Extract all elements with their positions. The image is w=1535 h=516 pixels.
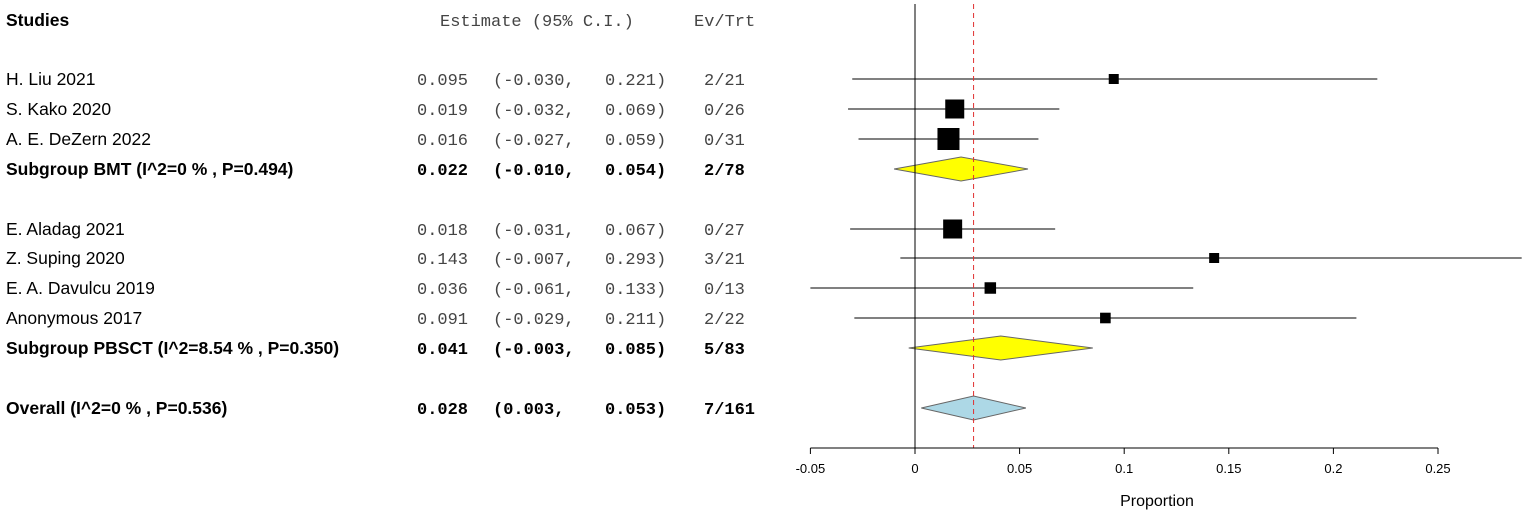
row-label: E. A. Davulcu 2019 — [6, 278, 155, 298]
row-events: 0/13 — [704, 281, 745, 300]
subgroup-diamond — [908, 335, 1093, 361]
header-studies: Studies — [6, 10, 69, 30]
point-estimate — [943, 219, 963, 239]
x-tick-label: 0.25 — [1425, 461, 1450, 476]
x-tick-label: 0.1 — [1115, 461, 1133, 476]
x-axis-title: Proportion — [1120, 493, 1194, 510]
row-events: 2/22 — [704, 311, 745, 330]
x-tick-label: 0.05 — [1007, 461, 1032, 476]
overall-diamond — [921, 395, 1026, 421]
row-estimate: 0.019 (-0.032, 0.069) — [417, 102, 666, 121]
row-events: 0/27 — [704, 222, 745, 241]
point-estimate — [984, 282, 997, 294]
row-estimate: 0.091 (-0.029, 0.211) — [417, 311, 666, 330]
x-tick-label: 0.15 — [1216, 461, 1241, 476]
header-estimate: Estimate (95% C.I.) — [440, 13, 634, 32]
subgroup-diamond — [893, 156, 1029, 182]
row-label: Overall (I^2=0 % , P=0.536) — [6, 398, 227, 418]
point-estimate — [1209, 253, 1220, 263]
row-label: S. Kako 2020 — [6, 99, 111, 119]
row-events: 2/21 — [704, 72, 745, 91]
row-label: Anonymous 2017 — [6, 308, 142, 328]
row-label: A. E. DeZern 2022 — [6, 129, 151, 149]
row-events: 0/26 — [704, 102, 745, 121]
row-estimate: 0.018 (-0.031, 0.067) — [417, 222, 666, 241]
row-label: Subgroup PBSCT (I^2=8.54 % , P=0.350) — [6, 338, 339, 358]
point-estimate — [937, 128, 960, 150]
row-estimate: 0.041 (-0.003, 0.085) — [417, 341, 666, 360]
row-estimate: 0.016 (-0.027, 0.059) — [417, 132, 666, 151]
x-tick-label: 0.2 — [1324, 461, 1342, 476]
row-estimate: 0.028 (0.003, 0.053) — [417, 401, 666, 420]
row-label: H. Liu 2021 — [6, 69, 96, 89]
row-label: Z. Suping 2020 — [6, 248, 125, 268]
point-estimate — [945, 99, 965, 119]
row-estimate: 0.143 (-0.007, 0.293) — [417, 251, 666, 270]
point-estimate — [1100, 312, 1111, 324]
header-events: Ev/Trt — [694, 13, 755, 32]
row-estimate: 0.036 (-0.061, 0.133) — [417, 281, 666, 300]
plot-area: -0.05 0 0.05 0.1 0.15 0.2 0.25 — [796, 4, 1522, 476]
row-events: 5/83 — [704, 341, 745, 360]
x-tick-label: -0.05 — [796, 461, 826, 476]
row-events: 2/78 — [704, 162, 745, 181]
row-events: 0/31 — [704, 132, 745, 151]
row-events: 7/161 — [704, 401, 755, 420]
x-tick-label: 0 — [911, 461, 918, 476]
forest-rows: H. Liu 2021 0.095 (-0.030, 0.221) 2/21 S. Kak… — [6, 69, 755, 420]
row-label: Subgroup BMT (I^2=0 % , P=0.494) — [6, 159, 293, 179]
row-label: E. Aladag 2021 — [6, 219, 125, 239]
point-estimate — [1108, 74, 1119, 84]
row-estimate: 0.022 (-0.010, 0.054) — [417, 162, 666, 181]
row-estimate: 0.095 (-0.030, 0.221) — [417, 72, 666, 91]
row-events: 3/21 — [704, 251, 745, 270]
